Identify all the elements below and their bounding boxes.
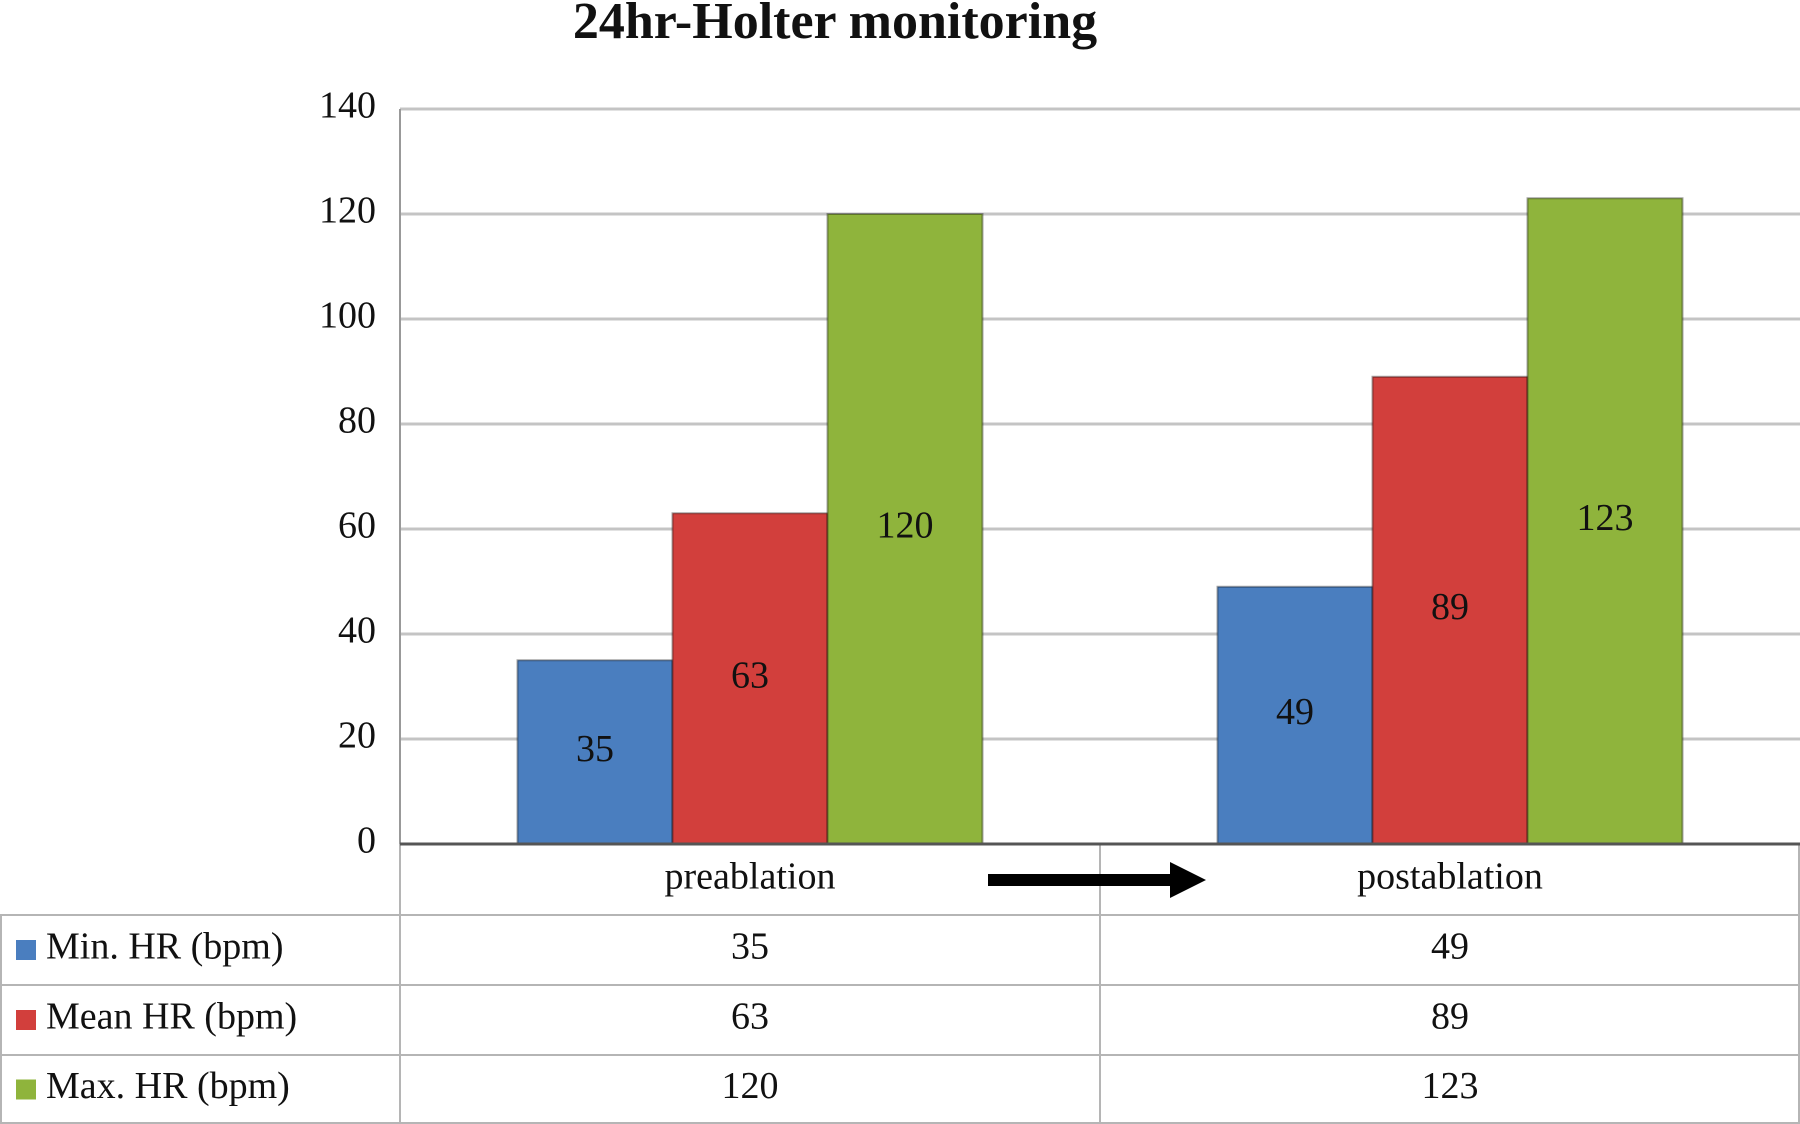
- x-tick-label: postablation: [1357, 856, 1543, 898]
- legend-label: Max. HR (bpm): [46, 1065, 290, 1107]
- table-cell: 49: [1431, 926, 1469, 968]
- data-label: 49: [1276, 691, 1314, 733]
- bar: [1526, 197, 1684, 845]
- table-cell: 89: [1431, 996, 1469, 1038]
- legend-label: Min. HR (bpm): [46, 926, 284, 968]
- data-label: 89: [1431, 586, 1469, 628]
- data-label: 35: [576, 728, 614, 770]
- table-cell: 120: [722, 1065, 779, 1107]
- arrow: [988, 862, 1206, 898]
- table-cell: 35: [731, 926, 769, 968]
- y-tick-label: 140: [319, 85, 376, 127]
- table-cell: 123: [1422, 1065, 1479, 1107]
- legend-label: Mean HR (bpm): [46, 996, 297, 1038]
- bar: [826, 213, 984, 845]
- table-cell: 63: [731, 996, 769, 1038]
- y-tick-label: 120: [319, 190, 376, 232]
- bar: [516, 659, 674, 845]
- y-tick-label: 40: [338, 610, 376, 652]
- y-tick-label: 20: [338, 715, 376, 757]
- y-tick-label: 60: [338, 505, 376, 547]
- x-tick-label: preablation: [665, 856, 836, 898]
- data-label: 63: [731, 654, 769, 696]
- legend-swatch: [16, 1010, 36, 1030]
- legend-swatch: [16, 940, 36, 960]
- chart-title: 24hr-Holter monitoring: [573, 0, 1097, 50]
- data-label: 123: [1577, 497, 1634, 539]
- y-tick-label: 0: [357, 820, 376, 862]
- y-tick-label: 80: [338, 400, 376, 442]
- data-label: 120: [877, 505, 934, 547]
- bar: [671, 512, 829, 845]
- y-tick-label: 100: [319, 295, 376, 337]
- legend-swatch: [16, 1079, 36, 1100]
